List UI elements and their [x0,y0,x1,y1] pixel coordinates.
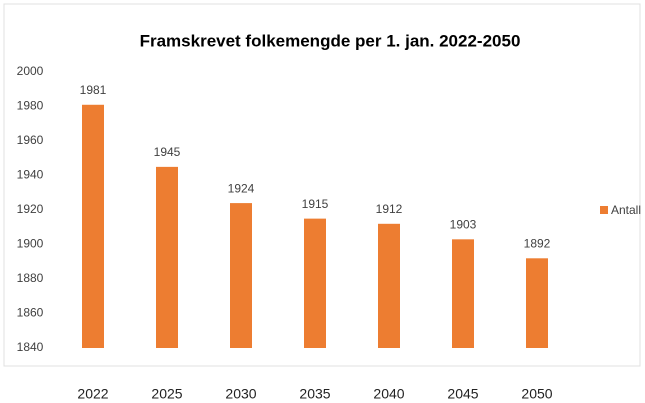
data-label: 1903 [450,217,477,231]
data-label: 1981 [80,83,107,97]
y-tick-label: 1980 [17,99,44,113]
x-tick-label: 2030 [225,386,256,402]
bar [378,223,400,348]
x-tick-label: 2050 [521,386,552,402]
bar [156,166,178,348]
y-tick-label: 1880 [17,271,44,285]
data-label: 1924 [228,181,255,195]
x-tick-label: 2045 [447,386,478,402]
x-tick-label: 2025 [151,386,182,402]
bar [526,258,548,348]
y-tick-label: 1900 [17,237,44,251]
x-tick-label: 2035 [299,386,330,402]
legend-label: Antall [611,203,641,217]
legend-swatch [600,206,608,214]
bar [82,104,104,349]
bar [230,203,252,348]
data-label: 1945 [154,145,181,159]
chart-border [3,3,641,367]
y-tick-label: 1840 [17,340,44,354]
bar [304,218,326,348]
data-label: 1912 [376,202,403,216]
bar [452,239,474,348]
x-tick-label: 2040 [373,386,404,402]
x-tick-label: 2022 [77,386,108,402]
y-tick-label: 1860 [17,306,44,320]
chart-title: Framskrevet folkemengde per 1. jan. 2022… [140,31,521,50]
y-tick-label: 1920 [17,202,44,216]
data-label: 1915 [302,197,329,211]
data-label: 1892 [524,236,551,250]
y-tick-label: 2000 [17,64,44,78]
y-tick-label: 1960 [17,133,44,147]
y-tick-label: 1940 [17,168,44,182]
